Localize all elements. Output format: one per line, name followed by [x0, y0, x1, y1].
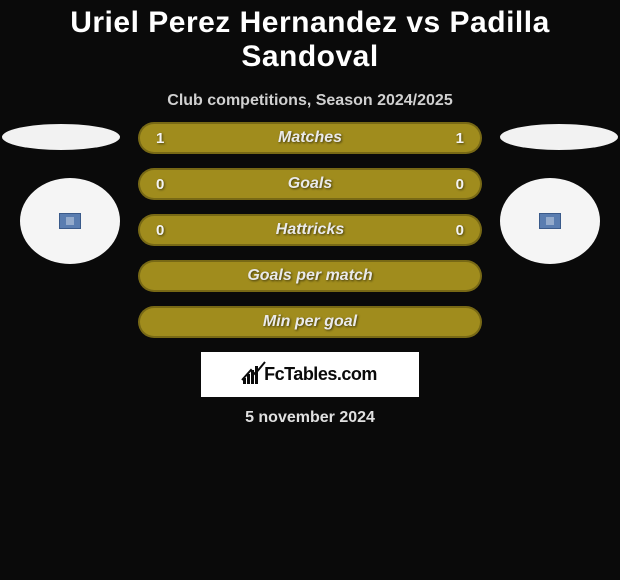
player-portrait-right	[500, 124, 618, 150]
stat-row-hattricks: 0 Hattricks 0	[138, 214, 482, 246]
club-badge-left	[20, 178, 120, 264]
player-portrait-left	[2, 124, 120, 150]
stat-row-matches: 1 Matches 1	[138, 122, 482, 154]
stat-row-min-per-goal: Min per goal	[138, 306, 482, 338]
stat-value-left: 0	[156, 222, 174, 239]
club-badge-right	[500, 178, 600, 264]
stat-label: Goals per match	[247, 267, 372, 285]
brand-label: FcTables.com	[264, 364, 377, 385]
stats-panel: 1 Matches 1 0 Goals 0 0 Hattricks 0 Goal…	[138, 122, 482, 338]
date-label: 5 november 2024	[0, 409, 620, 427]
stat-value-left: 1	[156, 130, 174, 147]
page-subtitle: Club competitions, Season 2024/2025	[0, 92, 620, 110]
page-title: Uriel Perez Hernandez vs Padilla Sandova…	[0, 0, 620, 74]
stat-value-right: 0	[446, 176, 464, 193]
stat-label: Matches	[278, 129, 342, 147]
stat-label: Goals	[288, 175, 332, 193]
stat-label: Hattricks	[276, 221, 344, 239]
stat-label: Min per goal	[263, 313, 357, 331]
stat-row-goals: 0 Goals 0	[138, 168, 482, 200]
chart-bars-icon	[243, 366, 258, 384]
stat-row-goals-per-match: Goals per match	[138, 260, 482, 292]
stat-value-right: 0	[446, 222, 464, 239]
shield-icon	[59, 213, 81, 229]
brand-box[interactable]: FcTables.com	[201, 352, 419, 397]
stat-value-left: 0	[156, 176, 174, 193]
shield-icon	[539, 213, 561, 229]
stat-value-right: 1	[446, 130, 464, 147]
